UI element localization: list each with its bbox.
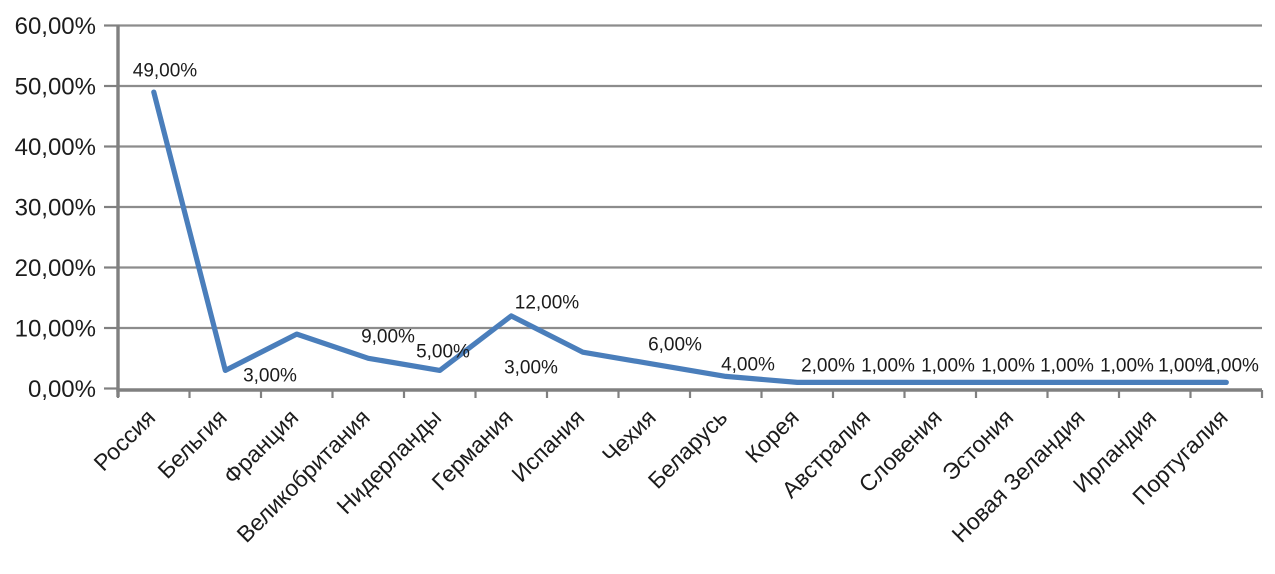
data-label: 1,00% <box>861 356 915 377</box>
y-tick-label: 40,00% <box>15 134 96 161</box>
data-label: 1,00% <box>981 356 1035 377</box>
data-label: 1,00% <box>1158 356 1212 377</box>
x-category-label: Россия <box>89 404 161 476</box>
series-line <box>151 89 1229 385</box>
x-category-label: Беларусь <box>643 404 733 494</box>
data-label: 3,00% <box>504 358 558 379</box>
data-label: 12,00% <box>515 293 580 314</box>
data-label: 2,00% <box>801 356 855 377</box>
x-category-label: Испания <box>506 404 589 487</box>
data-label: 4,00% <box>721 355 775 376</box>
x-category-label: Новая Зеландия <box>947 404 1090 547</box>
y-tick-label: 20,00% <box>15 255 96 282</box>
data-label: 49,00% <box>133 61 198 82</box>
data-label: 1,00% <box>1100 356 1154 377</box>
data-label: 3,00% <box>243 366 297 387</box>
x-category-label: Корея <box>740 404 804 468</box>
y-tick-label: 10,00% <box>15 316 96 343</box>
data-label: 9,00% <box>361 327 415 348</box>
data-label: 1,00% <box>1040 356 1094 377</box>
y-tick-label: 50,00% <box>15 74 96 101</box>
x-category-label: Чехия <box>597 404 661 468</box>
x-category-label: Великобритания <box>231 404 374 547</box>
data-label: 6,00% <box>648 335 702 356</box>
data-label: 1,00% <box>1205 356 1259 377</box>
y-tick-label: 60,00% <box>15 13 96 40</box>
y-tick-label: 0,00% <box>28 376 96 403</box>
data-label: 1,00% <box>921 356 975 377</box>
y-tick-label: 30,00% <box>15 195 96 222</box>
data-label: 5,00% <box>416 342 470 363</box>
